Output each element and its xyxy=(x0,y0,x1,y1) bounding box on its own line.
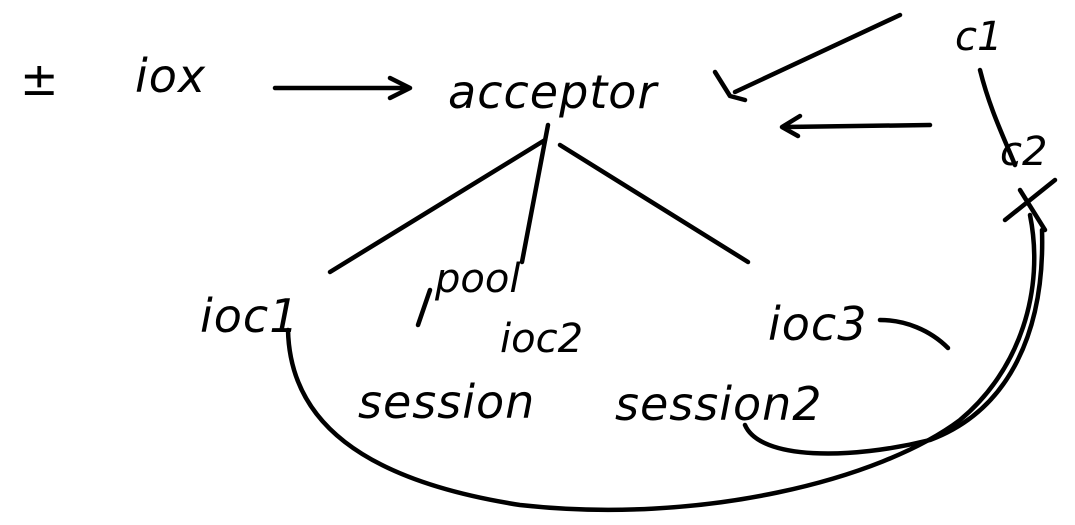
ioc1-label: ioc1 xyxy=(200,289,299,343)
ioc3-hook xyxy=(880,320,948,348)
pool-tick-mark xyxy=(418,290,430,325)
c1-label: c1 xyxy=(955,14,1002,60)
branch-acceptor-to-ioc1 xyxy=(330,140,545,272)
iox-label: iox xyxy=(135,49,206,103)
ioc2-label: ioc2 xyxy=(500,316,583,362)
session2-label: session2 xyxy=(615,377,823,431)
io-symbol-label: ± xyxy=(20,52,60,106)
arrow-c1-to-acceptor xyxy=(715,15,900,100)
line-c1-to-c2 xyxy=(980,70,1015,165)
branch-acceptor-to-ioc3 xyxy=(560,145,748,262)
acceptor-label: acceptor xyxy=(448,65,659,119)
arrow-iox-to-acceptor xyxy=(275,78,410,98)
session-label: session xyxy=(358,375,535,429)
ioc3-label: ioc3 xyxy=(768,297,867,351)
c2-label: c2 xyxy=(1000,129,1047,175)
pool-label: pool xyxy=(434,256,520,302)
arrow-c2-to-acceptor xyxy=(782,116,930,136)
curve-ioc1-to-c2 xyxy=(288,215,1034,510)
